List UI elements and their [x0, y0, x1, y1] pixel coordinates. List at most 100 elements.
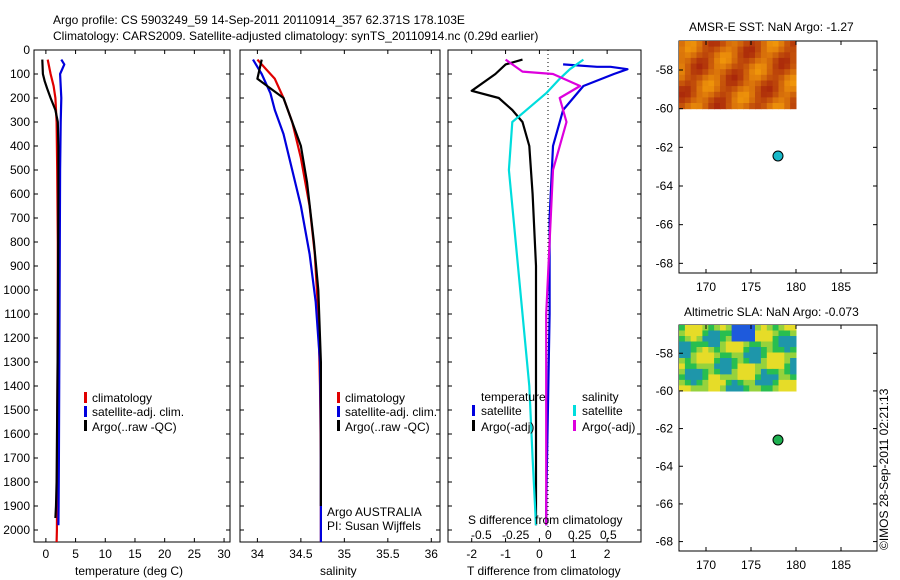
heatmap-cell [749, 97, 756, 104]
sst-map-title: AMSR-E SST: NaN Argo: -1.27 [689, 20, 854, 34]
heatmap-cell [725, 368, 733, 375]
heatmap-cell [766, 52, 774, 59]
heatmap-cell [784, 330, 791, 337]
heatmap-cell [743, 52, 750, 59]
map-ytick-label: -62 [656, 140, 674, 154]
heatmap-cell [790, 103, 797, 110]
heatmap-cell [760, 341, 768, 348]
heatmap-cell [749, 86, 756, 93]
heatmap-cell [743, 379, 750, 386]
heatmap-cell [784, 74, 791, 81]
map-ytick-label: -66 [656, 497, 674, 511]
heatmap-cell [720, 63, 727, 70]
heatmap-cell [749, 74, 756, 81]
map-xtick-label: 180 [786, 280, 806, 294]
heatmap-cell [720, 80, 727, 87]
heatmap-cell [725, 330, 733, 337]
heatmap-cell [714, 325, 721, 332]
heatmap-cell [772, 86, 779, 93]
legend-label-s-satellite: satellite [582, 404, 623, 418]
heatmap-cell [690, 358, 698, 365]
heatmap-cell [760, 91, 768, 98]
heatmap-cell [714, 86, 721, 93]
heatmap-cell [737, 325, 744, 332]
t-difference-label: T difference from climatology [467, 564, 621, 578]
s-tick-label: -0.25 [502, 528, 530, 542]
heatmap-cell [731, 352, 738, 359]
heatmap-cell [725, 63, 733, 70]
heatmap-cell [731, 347, 738, 354]
xtick-label: 15 [128, 547, 142, 561]
heatmap-cell [720, 103, 727, 110]
salinity-yticks [240, 49, 440, 531]
map-xtick-label: 175 [741, 558, 761, 572]
heatmap-cell [684, 330, 692, 337]
heatmap-cell [766, 379, 774, 386]
heatmap-cell [743, 330, 750, 337]
heatmap-cell [696, 46, 703, 53]
heatmap-cell [690, 336, 698, 343]
heatmap-cell [690, 379, 698, 386]
heatmap-cell [684, 97, 692, 104]
heatmap-cell [766, 46, 774, 53]
heatmap-cell [778, 103, 785, 110]
heatmap-cell [684, 46, 692, 53]
heatmap-cell [731, 358, 738, 365]
xtick-label: 35.5 [376, 547, 400, 561]
heatmap-cell [725, 86, 733, 93]
heatmap-cell [725, 91, 733, 98]
heatmap-cell [784, 69, 791, 76]
ytick-label: 700 [10, 211, 30, 225]
legend-mark-satellite [84, 406, 87, 417]
heatmap-cell [760, 363, 768, 370]
heatmap-cell [731, 41, 738, 48]
heatmap-cell [702, 69, 709, 76]
heatmap-cell [696, 41, 703, 48]
heatmap-cell [702, 52, 709, 59]
heatmap-cell [778, 80, 785, 87]
series-line [57, 59, 66, 526]
ytick-label: 800 [10, 235, 30, 249]
heatmap-cell [743, 63, 750, 70]
ytick-label: 1400 [3, 379, 30, 393]
heatmap-cell [708, 52, 715, 59]
heatmap-cell [714, 69, 721, 76]
heatmap-cell [784, 385, 791, 392]
heatmap-cell [778, 358, 785, 365]
temperature-legend: climatology satellite-adj. clim. Argo(..… [84, 391, 184, 434]
heatmap-cell [790, 352, 797, 359]
heatmap-cell [679, 336, 686, 343]
heatmap-cell [778, 57, 785, 65]
heatmap-cell [679, 341, 686, 348]
heatmap-cell [772, 358, 779, 365]
heatmap-cell [749, 52, 756, 59]
heatmap-cell [784, 379, 791, 386]
ytick-label: 1800 [3, 475, 30, 489]
heatmap-cell [743, 69, 750, 76]
heatmap-cell [720, 347, 727, 354]
heatmap-cell [708, 358, 715, 365]
heatmap-cell [755, 91, 762, 98]
heatmap-cell [679, 91, 686, 98]
ytick-label: 600 [10, 187, 30, 201]
heatmap-cell [702, 330, 709, 337]
map-ytick-label: -60 [656, 384, 674, 398]
heatmap-cell [766, 341, 774, 348]
heatmap-cell [731, 80, 738, 87]
heatmap-cell [720, 41, 727, 48]
heatmap-cell [702, 358, 709, 365]
heatmap-cell [679, 97, 686, 104]
heatmap-cell [690, 74, 698, 81]
heatmap-cell [731, 374, 738, 381]
heatmap-cell [784, 325, 791, 332]
heatmap-cell [772, 41, 779, 48]
sst-map-xticks: 170 175 180 185 [696, 41, 851, 294]
ytick-label: 500 [10, 163, 30, 177]
heatmap-cell [708, 385, 715, 392]
heatmap-cell [684, 80, 692, 87]
heatmap-cell [760, 80, 768, 87]
heatmap-cell [684, 74, 692, 81]
heatmap-cell [720, 69, 727, 76]
heatmap-cell [708, 103, 715, 110]
heatmap-cell [760, 103, 768, 110]
